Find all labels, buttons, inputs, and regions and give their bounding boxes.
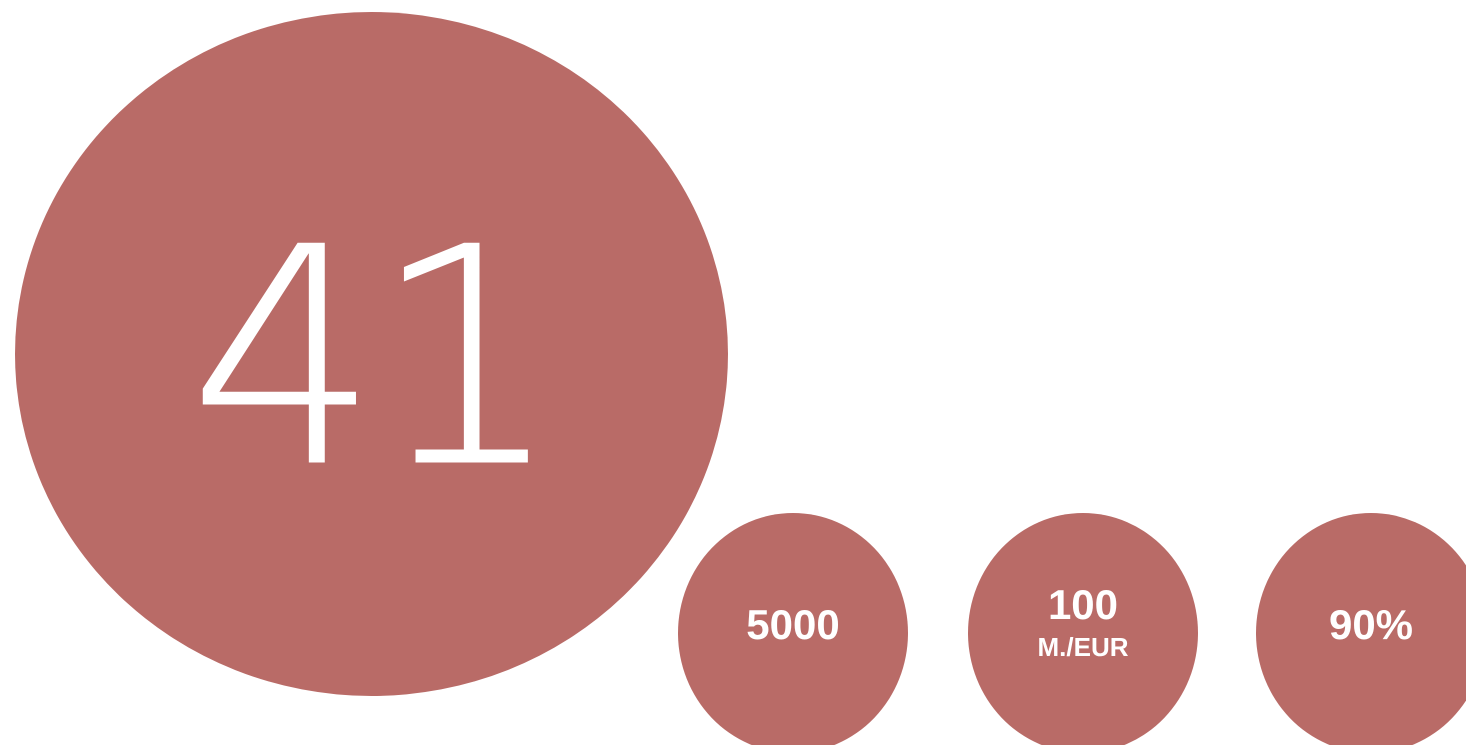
stat-value-1: 5000	[746, 601, 840, 648]
main-stat-circle: 41	[15, 12, 728, 696]
stat-circle-1: 5000	[678, 513, 908, 745]
stat-unit-2: M./EUR	[1037, 632, 1129, 662]
stat-value-2: 100	[1047, 581, 1119, 628]
stat-circle-2: 100 M./EUR	[968, 513, 1198, 745]
stat-value-3: 90%	[1328, 601, 1414, 648]
stat-circle-3: 90%	[1256, 513, 1466, 745]
main-stat-value: 41	[188, 184, 563, 533]
